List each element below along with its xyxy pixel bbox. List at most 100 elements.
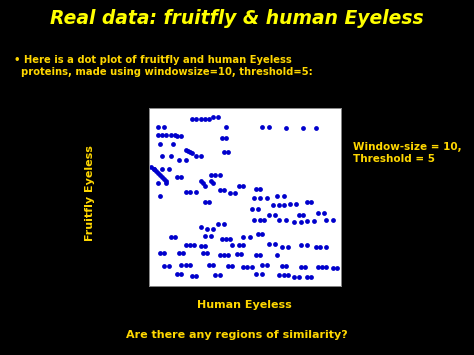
Point [222, 124, 230, 130]
Point [239, 264, 247, 270]
Point [258, 124, 266, 130]
Point [216, 172, 223, 178]
Point [308, 274, 315, 280]
Point [254, 206, 262, 211]
Point [239, 183, 247, 189]
Point [280, 193, 287, 199]
Point [163, 179, 170, 184]
Point [301, 264, 309, 270]
Point [210, 226, 217, 232]
Point [203, 251, 210, 256]
Point [173, 272, 181, 277]
Point [227, 236, 234, 242]
Point [197, 116, 204, 121]
Point [261, 217, 268, 223]
Point [318, 264, 326, 270]
Point [291, 219, 298, 225]
Point [207, 233, 215, 239]
Point [156, 251, 164, 256]
Point [320, 210, 328, 215]
Point [297, 264, 304, 270]
Point [192, 274, 200, 279]
Point [186, 262, 193, 268]
Point [177, 174, 185, 180]
Point [182, 262, 189, 268]
Point [201, 183, 209, 189]
Point [252, 253, 260, 258]
Point [220, 221, 228, 227]
Point [282, 217, 290, 223]
Point [303, 242, 311, 248]
Point [158, 132, 166, 138]
Point [250, 217, 258, 223]
Point [280, 273, 287, 278]
Point [299, 212, 307, 218]
Point [154, 170, 162, 176]
Point [220, 187, 228, 192]
Point [160, 251, 168, 256]
Point [210, 181, 217, 186]
Point [158, 166, 166, 172]
Point [163, 132, 170, 138]
Point [201, 200, 209, 205]
Point [303, 200, 311, 205]
Point [322, 244, 330, 250]
Point [227, 190, 234, 196]
Point [205, 116, 213, 121]
Point [250, 195, 258, 201]
Point [246, 234, 253, 240]
Point [197, 243, 204, 249]
Point [188, 116, 196, 121]
Point [265, 124, 273, 130]
Point [154, 132, 162, 138]
Point [239, 234, 247, 240]
Point [265, 212, 273, 218]
Point [186, 149, 193, 155]
Point [177, 262, 185, 268]
Point [256, 195, 264, 201]
Point [148, 164, 155, 170]
Point [297, 242, 304, 248]
Text: Fruitfly Eyeless: Fruitfly Eyeless [85, 146, 95, 241]
Point [235, 183, 243, 189]
Point [303, 218, 311, 224]
Point [239, 242, 247, 248]
Point [322, 264, 330, 270]
Point [235, 242, 243, 248]
Point [216, 253, 223, 258]
Point [275, 217, 283, 223]
Point [167, 234, 174, 240]
Point [214, 221, 221, 227]
Point [299, 125, 307, 131]
Point [175, 158, 183, 163]
Point [263, 262, 270, 268]
Point [182, 189, 189, 195]
Point [222, 236, 230, 242]
Point [216, 187, 223, 192]
Point [167, 153, 174, 159]
Point [312, 125, 319, 131]
Point [165, 263, 173, 269]
Point [258, 231, 266, 236]
Point [237, 252, 245, 257]
Point [271, 241, 279, 247]
Point [248, 206, 255, 211]
Point [224, 263, 232, 269]
Point [233, 252, 240, 257]
Point [182, 147, 189, 153]
Point [284, 244, 292, 250]
Point [258, 262, 266, 268]
Point [173, 133, 181, 139]
Point [222, 135, 230, 140]
Point [173, 174, 181, 180]
Point [254, 231, 262, 236]
Point [184, 148, 191, 154]
Point [207, 172, 215, 178]
Point [186, 189, 193, 195]
Point [188, 274, 196, 279]
Point [218, 236, 226, 242]
Point [192, 116, 200, 121]
Point [169, 141, 176, 147]
Point [186, 242, 193, 248]
Point [201, 116, 209, 121]
